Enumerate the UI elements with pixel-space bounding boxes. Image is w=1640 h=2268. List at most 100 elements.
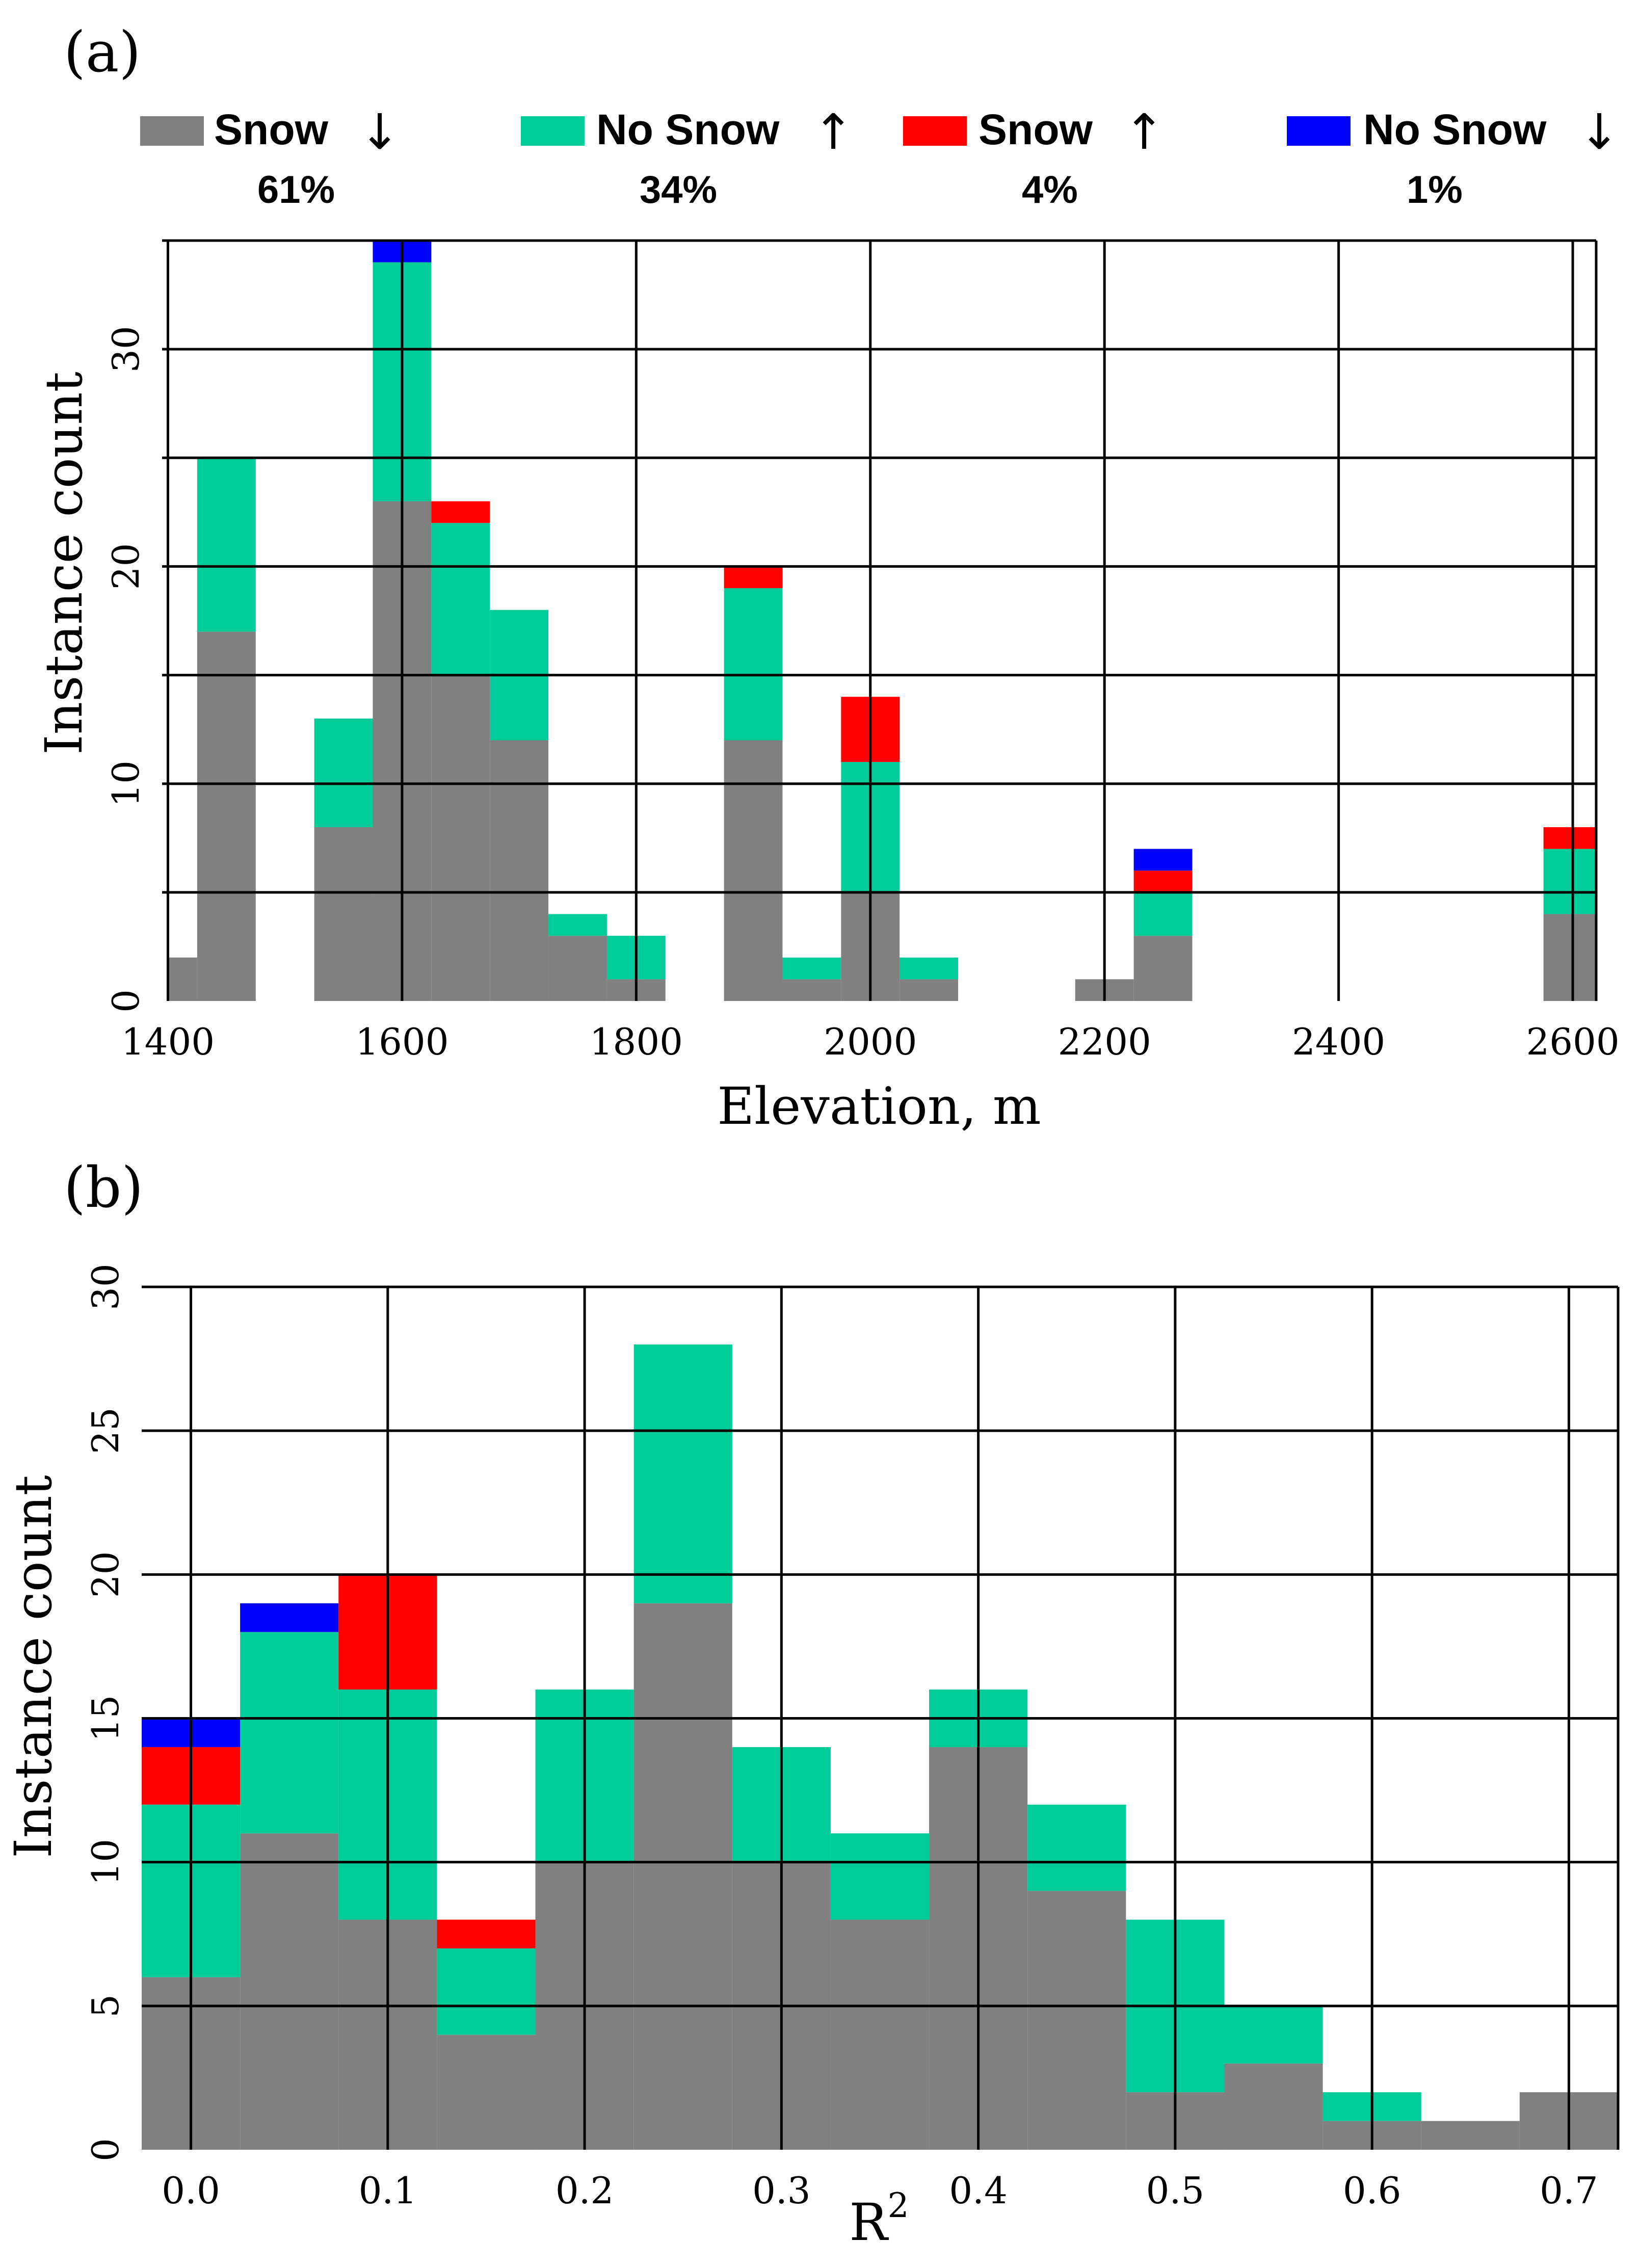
- legend: Snow ↓ 61% No Snow ↑ 34% Snow ↑ 4% No Sn…: [140, 103, 1620, 212]
- legend-arrow-nosnow-up: ↑: [813, 103, 854, 161]
- panel-b-y-tick-label-0: 0: [84, 2138, 127, 2161]
- legend-label-nosnow-down: No Snow: [1363, 106, 1547, 153]
- panel-a-x-tick-label-4: 2200: [1058, 1020, 1151, 1063]
- panel-b-x-tick-label-1: 0.1: [359, 2169, 417, 2212]
- panel-a-bar-snow-down-11: [900, 979, 959, 1001]
- panel-b-bar-snow-down-7: [830, 1919, 930, 2150]
- panel-b-y-tick-label-4: 20: [84, 1551, 127, 1598]
- legend-label-nosnow-up: No Snow: [596, 106, 780, 153]
- legend-item-nosnow-up: No Snow ↑ 34%: [521, 103, 854, 212]
- panel-b-bar-nosnow-up-9: [1027, 1804, 1126, 1891]
- panel-b-bar-snow-down-11: [1224, 2063, 1323, 2150]
- panel-b-bar-snow-down-13: [1421, 2121, 1520, 2150]
- panel-a-bar-snow-down-9: [782, 979, 841, 1001]
- panel-a-bar-snow-down-0: [168, 957, 197, 1001]
- panel-a-x-tick-label-2: 1800: [590, 1020, 683, 1063]
- panel-a-bar-snow-down-2: [314, 827, 373, 1001]
- legend-percent-nosnow-down: 1%: [1407, 168, 1463, 212]
- panel-a-y-tick-labels: 0 10 20 30: [104, 326, 147, 1013]
- panel-a-x-tick-labels: 1400 1600 1800 2000 2200 2400 2600: [121, 1020, 1620, 1063]
- panel-a-bar-snow-up-14: [1543, 827, 1596, 849]
- panel-b-x-axis-title: R2: [849, 2186, 909, 2252]
- legend-arrow-nosnow-down: ↓: [1579, 103, 1620, 161]
- panel-b-x-tick-label-2: 0.2: [556, 2169, 614, 2212]
- panel-b-x-tick-label-7: 0.7: [1540, 2169, 1598, 2212]
- legend-arrow-snow-up: ↑: [1124, 103, 1165, 161]
- panel-b-x-tick-labels: 0.0 0.1 0.2 0.3 0.4 0.5 0.6 0.7: [162, 2169, 1598, 2212]
- panel-b-x-axis-title-superscript: 2: [888, 2186, 909, 2225]
- panel-b-x-tick-label-5: 0.5: [1146, 2169, 1205, 2212]
- chart-panel-a: (a) Snow ↓ 61% No Snow ↑ 34% Snow ↑ 4%: [34, 19, 1620, 1136]
- panel-b-y-tick-label-2: 10: [84, 1839, 127, 1886]
- panel-b-bar-nosnow-up-1: [240, 1632, 339, 1834]
- legend-swatch-snow-down: [140, 116, 204, 146]
- panel-a-x-tick-label-3: 2000: [824, 1020, 917, 1063]
- panel-a-bar-nosnow-up-14: [1543, 849, 1596, 914]
- panel-a-gridlines: [162, 239, 1598, 1001]
- chart-panel-b: (b) 0.0 0.1 0.2 0.3 0.4 0.5 0.6 0.7 0 5 10 15 20 25 3…: [4, 1155, 1620, 2252]
- panel-a-y-tick-label-0: 0: [104, 989, 147, 1013]
- legend-arrow-snow-down: ↓: [359, 103, 400, 161]
- panel-b-y-tick-labels: 0 5 10 15 20 25 30: [84, 1263, 127, 2161]
- legend-swatch-nosnow-up: [521, 116, 585, 146]
- panel-a-bar-nosnow-up-6: [548, 914, 607, 936]
- legend-label-snow-up: Snow: [978, 106, 1093, 153]
- panel-b-x-tick-label-4: 0.4: [949, 2169, 1008, 2212]
- panel-b-bars: [142, 1344, 1618, 2150]
- panel-a-label: (a): [64, 19, 141, 85]
- legend-item-nosnow-down: No Snow ↓ 1%: [1287, 103, 1620, 212]
- panel-b-y-tick-label-6: 30: [84, 1263, 127, 1310]
- legend-swatch-nosnow-down: [1287, 116, 1351, 146]
- panel-a-bar-snow-down-6: [548, 936, 607, 1001]
- legend-swatch-snow-up: [903, 116, 967, 146]
- panel-b-y-tick-label-5: 25: [84, 1407, 127, 1454]
- panel-a-x-axis-title: Elevation, m: [717, 1076, 1041, 1136]
- panel-a-bar-nosnow-up-13: [1133, 892, 1193, 936]
- panel-a-bar-snow-down-4: [431, 675, 490, 1001]
- panel-b-bar-snow-down-5: [633, 1603, 732, 2150]
- panel-a-bar-snow-up-8: [724, 566, 783, 589]
- panel-b-bar-snow-down-1: [240, 1833, 339, 2150]
- panel-a-y-axis-title: Instance count: [34, 372, 94, 755]
- legend-item-snow-up: Snow ↑ 4%: [903, 103, 1165, 212]
- panel-a-bar-nosnow-up-8: [724, 588, 783, 741]
- panel-b-bar-nosnow-up-11: [1224, 2006, 1323, 2064]
- panel-a-bar-snow-down-1: [197, 631, 256, 1001]
- panel-a-bar-nosnow-up-4: [431, 523, 490, 675]
- panel-b-y-axis-title: Instance count: [4, 1475, 63, 1858]
- panel-b-bar-snow-down-9: [1027, 1891, 1126, 2150]
- panel-b-bar-nosnow-up-3: [437, 1948, 536, 2035]
- panel-b-y-tick-label-1: 5: [84, 1994, 127, 2018]
- legend-percent-nosnow-up: 34%: [640, 168, 717, 212]
- panel-b-bar-snow-down-3: [437, 2035, 536, 2150]
- panel-b-gridlines: [142, 1285, 1620, 2150]
- panel-b-bar-nosnow-up-7: [830, 1833, 930, 1920]
- panel-a-bar-nosnow-up-9: [782, 957, 841, 980]
- panel-a-y-tick-label-1: 10: [104, 760, 147, 807]
- panel-a-bar-snow-up-13: [1133, 871, 1193, 892]
- panel-b-x-tick-label-6: 0.6: [1343, 2169, 1401, 2212]
- panel-b-x-tick-label-3: 0.3: [752, 2169, 811, 2212]
- panel-a-y-tick-label-3: 30: [104, 326, 147, 373]
- panel-a-bars: [168, 241, 1596, 1001]
- panel-a-bar-snow-down-5: [490, 740, 549, 1001]
- panel-a-bar-nosnow-up-1: [197, 458, 256, 632]
- legend-percent-snow-down: 61%: [257, 168, 335, 212]
- legend-label-snow-down: Snow: [214, 106, 329, 153]
- panel-b-x-tick-label-0: 0.0: [162, 2169, 220, 2212]
- panel-a-bar-snow-down-8: [724, 740, 783, 1001]
- panel-b-bar-snow-up-3: [437, 1919, 536, 1948]
- panel-b-y-tick-label-3: 15: [84, 1695, 127, 1742]
- legend-percent-snow-up: 4%: [1022, 168, 1078, 212]
- panel-a-bar-nosnow-up-2: [314, 718, 373, 827]
- panel-a-bar-snow-down-13: [1133, 936, 1193, 1001]
- panel-a-bar-snow-down-14: [1543, 914, 1596, 1001]
- panel-a-x-tick-label-0: 1400: [121, 1020, 215, 1063]
- panel-b-label: (b): [64, 1155, 143, 1220]
- panel-a-bar-snow-up-4: [431, 501, 490, 523]
- panel-b-bar-nosnow-down-1: [240, 1603, 339, 1632]
- panel-a-x-tick-label-6: 2600: [1526, 1020, 1619, 1063]
- panel-a-y-tick-label-2: 20: [104, 543, 147, 590]
- panel-a-x-tick-label-1: 1600: [355, 1020, 448, 1063]
